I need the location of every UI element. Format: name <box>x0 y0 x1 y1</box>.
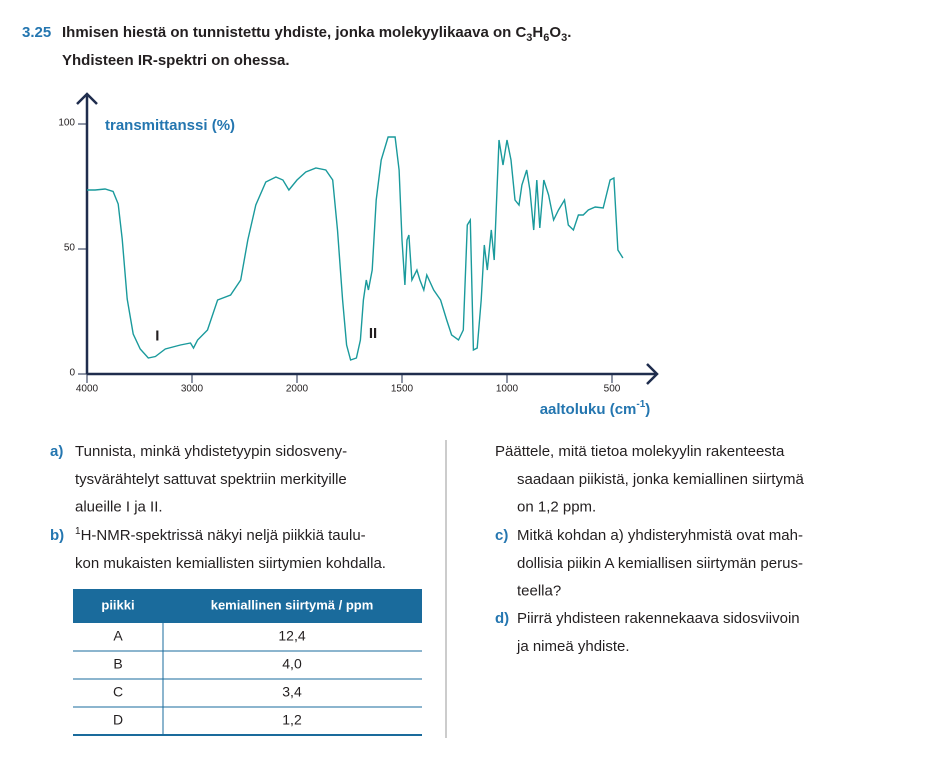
question-line: Tunnista, minkä yhdistetyypin sidosveny- <box>75 443 347 460</box>
region-label: I <box>155 327 159 344</box>
intro-text: Ihmisen hiestä on tunnistettu yhdiste, j… <box>62 24 515 41</box>
question-text: H-NMR-spektrissä näkyi neljä piikkiä tau… <box>81 527 366 544</box>
question-label: a) <box>50 443 63 460</box>
table-cell: C <box>113 684 123 700</box>
table-cell: 12,4 <box>278 628 305 644</box>
question-line: ja nimeä yhdiste. <box>516 638 630 655</box>
exercise-line: Yhdisteen IR-spektri on ohessa. <box>62 52 290 69</box>
table-header: piikki <box>101 597 134 612</box>
table-header: kemiallinen siirtymä / ppm <box>211 597 374 612</box>
y-axis-label: transmittanssi (%) <box>105 117 235 134</box>
table-cell: A <box>113 628 123 644</box>
x-arrow <box>646 363 659 385</box>
table-cell: 3,4 <box>282 684 302 700</box>
intro-end: . <box>567 24 571 41</box>
question-line: teella? <box>517 583 561 600</box>
formula-element: H <box>532 24 543 41</box>
x-tick-label: 1500 <box>391 384 414 395</box>
table-cell: 1,2 <box>282 712 302 728</box>
question-line: kon mukaisten kemiallisten siirtymien ko… <box>75 555 386 572</box>
table-cell: 4,0 <box>282 656 302 672</box>
question-line: Mitkä kohdan a) yhdisteryhmistä ovat mah… <box>517 527 803 544</box>
y-tick-label: 100 <box>58 118 75 129</box>
x-label-end: ) <box>645 401 650 418</box>
x-tick-label: 2000 <box>286 384 309 395</box>
x-axis-label: aaltoluku (cm-1) <box>540 399 651 418</box>
exercise-intro: Ihmisen hiestä on tunnistettu yhdiste, j… <box>62 24 571 44</box>
exercise-number: 3.25 <box>22 24 51 41</box>
question-line: saadaan piikistä, jonka kemiallinen siir… <box>517 471 804 488</box>
superscript: 1 <box>75 526 81 537</box>
y-tick-label: 50 <box>64 243 76 254</box>
ir-chart: transmittanssi (%) aaltoluku (cm-1) 0 50 1… <box>58 92 659 418</box>
question-label: b) <box>50 527 64 544</box>
y-arrow <box>76 92 98 105</box>
formula-subscript: 6 <box>543 32 549 44</box>
formula-subscript: 3 <box>526 32 532 44</box>
question-label: c) <box>495 527 508 544</box>
x-label-text: aaltoluku (cm <box>540 401 637 418</box>
table-cell: B <box>113 656 122 672</box>
table-header-bg <box>73 589 422 623</box>
y-tick-label: 0 <box>69 368 75 379</box>
x-label-sup: -1 <box>636 399 645 410</box>
table-cell: D <box>113 712 123 728</box>
x-tick-label: 1000 <box>496 384 519 395</box>
formula-element: C <box>515 24 526 41</box>
question-line: Piirrä yhdisteen rakennekaava sidosviivo… <box>517 610 800 627</box>
region-label: II <box>369 325 377 342</box>
formula-element: O <box>549 24 561 41</box>
x-tick-label: 500 <box>604 384 621 395</box>
question-line: Päättele, mitä tietoa molekyylin rakente… <box>495 443 785 460</box>
question-line: alueille I ja II. <box>75 499 163 516</box>
question-label: d) <box>495 610 509 627</box>
spectrum-line <box>87 136 624 361</box>
question-line: tysvärähtelyt sattuvat spektriin merkity… <box>75 471 347 488</box>
formula-subscript: 3 <box>561 32 567 44</box>
x-tick-label: 3000 <box>181 384 204 395</box>
x-tick-label: 4000 <box>76 384 99 395</box>
question-line-with-sup: 1H-NMR-spektrissä näkyi neljä piikkiä ta… <box>75 526 366 544</box>
question-line: on 1,2 ppm. <box>517 499 596 516</box>
question-line: dollisia piikin A kemiallisen siirtymän … <box>517 555 803 572</box>
